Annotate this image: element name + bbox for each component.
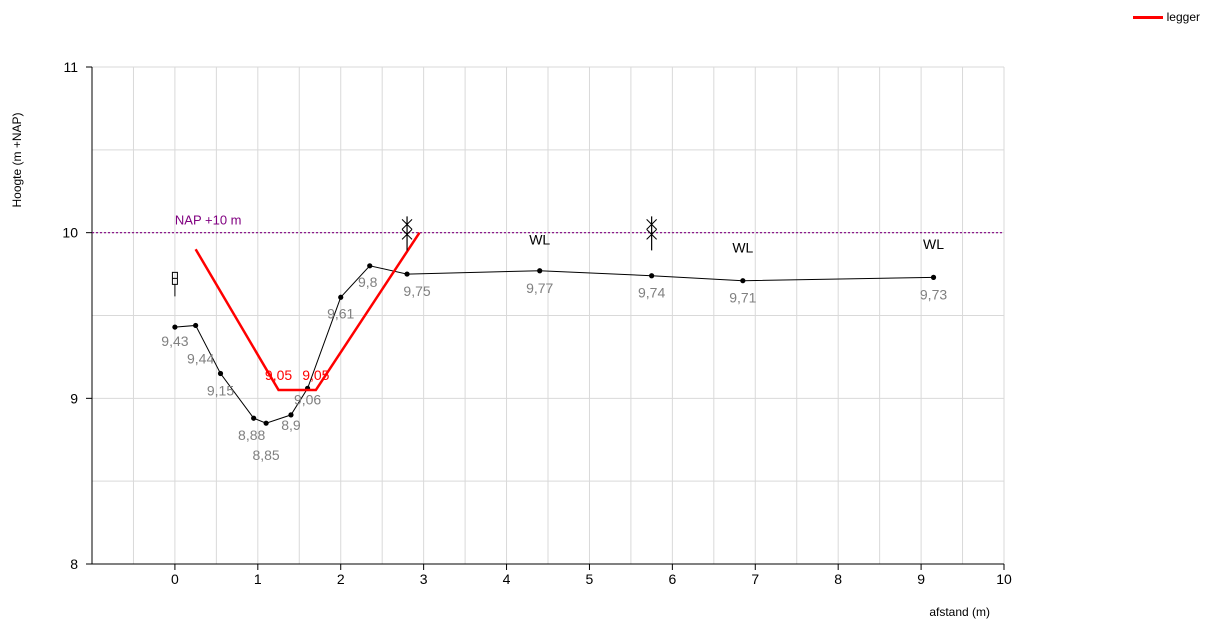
legend: legger: [1132, 10, 1200, 24]
x-tick-label: 6: [668, 571, 676, 587]
x-tick-label: 2: [337, 571, 345, 587]
profile-point: [649, 273, 655, 279]
profile-point: [217, 370, 224, 377]
profile-point-label: 9,74: [638, 285, 665, 301]
wl-marker: WL: [529, 231, 550, 247]
x-tick-label: 10: [996, 571, 1012, 587]
profile-point-label: 9,8: [358, 274, 378, 290]
y-tick-label: 9: [70, 390, 78, 406]
axes: 8 9 10 11 0 1 2 3 4 5 6 7 8 9 10: [62, 59, 1012, 587]
profile-point: [288, 412, 294, 418]
legger-point-label: 9,05: [302, 367, 329, 383]
y-tick-label: 10: [62, 225, 78, 241]
profile-point-label: 9,73: [920, 286, 947, 302]
x-tick-label: 5: [586, 571, 594, 587]
x-tick-label: 8: [834, 571, 842, 587]
profile-point-label: 9,15: [207, 382, 234, 398]
profile-point-label: 9,77: [526, 280, 553, 296]
profile-point: [193, 322, 199, 329]
post-marker: [171, 271, 178, 297]
profile-point: [367, 263, 373, 269]
profile-point: [172, 324, 178, 330]
x-tick-label: 1: [254, 571, 262, 587]
profile-point: [251, 415, 257, 421]
profile-point: [930, 274, 937, 280]
reference-line-label: NAP +10 m: [175, 213, 242, 228]
profile-point: [263, 420, 269, 426]
profile-point-label: 9,06: [294, 391, 321, 407]
label-group: 9,439,44 9,15 8,88 8,858,9 9,06 9,619,8 9,75 9,…: [161, 274, 947, 463]
profile-point-label: 8,85: [252, 447, 279, 463]
y-axis-title: Hoogte (m +NAP): [10, 112, 24, 207]
reference-line-group: NAP +10 m: [92, 213, 1004, 234]
profile-line: [174, 265, 934, 424]
wl-marker: WL: [732, 240, 753, 256]
x-tick-label: 4: [503, 571, 511, 587]
profile-point-label: 9,61: [327, 305, 354, 321]
profile-point: [404, 271, 410, 277]
profile-point-label: 9,71: [729, 290, 756, 306]
x-tick-label: 3: [420, 571, 428, 587]
x-tick-label: 7: [751, 571, 759, 587]
legger-point-label: 9,05: [265, 367, 292, 383]
profile-point: [338, 294, 344, 300]
profile-point-label: 9,43: [161, 333, 188, 349]
y-tick-label: 11: [63, 59, 78, 75]
profile-point-label: 8,9: [281, 417, 301, 433]
legend-label-legger: legger: [1166, 10, 1200, 24]
series-group: [172, 231, 937, 426]
x-axis-title: afstand (m): [929, 605, 990, 619]
grid: [91, 66, 1005, 565]
marker-group: WL WL WL: [171, 216, 944, 297]
profile-point: [740, 278, 746, 284]
y-tick-label: 8: [70, 556, 78, 572]
wl-marker: WL: [923, 236, 944, 252]
profile-point: [537, 268, 543, 274]
legend-swatch-legger: [1132, 15, 1163, 19]
legger-line: [194, 231, 421, 392]
star-marker: [646, 216, 657, 251]
x-tick-label: 9: [917, 571, 925, 587]
profile-point-label: 9,44: [187, 350, 214, 366]
profile-point-label: 8,88: [238, 427, 265, 443]
profile-point-label: 9,75: [403, 283, 430, 299]
star-marker: [401, 216, 413, 251]
x-tick-label: 0: [171, 571, 179, 587]
